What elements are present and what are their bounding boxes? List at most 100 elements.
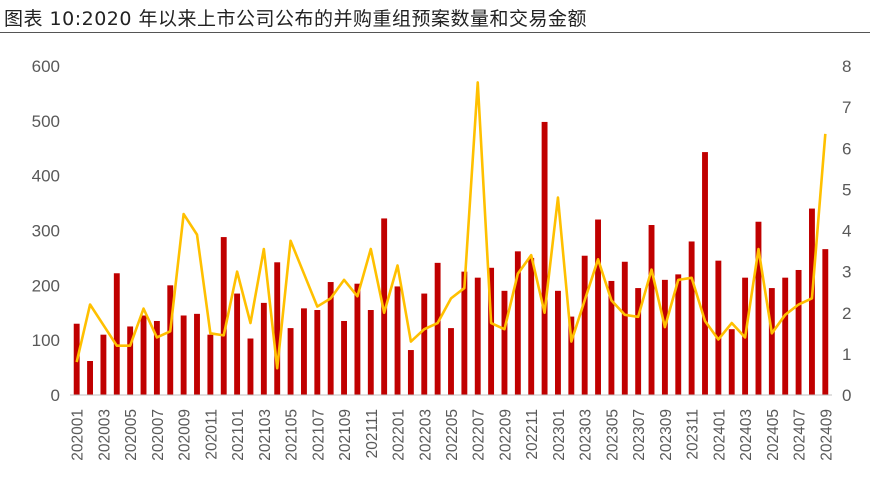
bar-202306 bbox=[621, 261, 628, 395]
bar-202407 bbox=[795, 269, 802, 395]
title-bar: 图表 10:2020 年以来上市公司公布的并购重组预案数量和交易金额 bbox=[0, 0, 870, 33]
bar-202212 bbox=[541, 121, 548, 396]
bar-202208 bbox=[488, 267, 495, 395]
bar-202011 bbox=[207, 334, 214, 395]
bar-202205 bbox=[448, 328, 454, 395]
y-left-tick-label: 300 bbox=[32, 222, 60, 241]
bar-202310 bbox=[675, 274, 682, 395]
y-right-tick-label: 6 bbox=[842, 139, 851, 158]
x-tick-label: 202009 bbox=[177, 409, 194, 461]
x-tick-label: 202211 bbox=[524, 409, 541, 460]
bar-202104 bbox=[274, 262, 281, 395]
x-tick-label: 202201 bbox=[391, 409, 408, 461]
x-tick-label: 202311 bbox=[685, 409, 702, 460]
y-right-tick-label: 4 bbox=[842, 222, 851, 241]
y-right-tick-label: 2 bbox=[842, 304, 851, 323]
bar-202007 bbox=[153, 320, 160, 395]
bar-202210 bbox=[514, 251, 521, 395]
bar-202202 bbox=[407, 350, 414, 395]
bar-202108 bbox=[327, 282, 334, 395]
bar-202201 bbox=[394, 286, 401, 395]
x-tick-label: 202205 bbox=[444, 409, 461, 461]
x-tick-label: 202001 bbox=[70, 409, 87, 461]
x-tick-label: 202409 bbox=[818, 409, 835, 461]
x-tick-label: 202107 bbox=[310, 409, 327, 461]
y-left-tick-label: 0 bbox=[51, 386, 60, 405]
y-left-tick-label: 500 bbox=[32, 112, 60, 131]
bar-202307 bbox=[635, 288, 642, 395]
bar-202109 bbox=[341, 320, 347, 395]
x-tick-label: 202105 bbox=[284, 409, 301, 461]
x-tick-label: 202303 bbox=[578, 409, 595, 461]
bar-202401 bbox=[715, 260, 722, 395]
bar-202404 bbox=[755, 221, 762, 395]
x-tick-label: 202407 bbox=[792, 409, 809, 461]
x-tick-label: 202207 bbox=[471, 409, 488, 461]
line-series bbox=[75, 81, 827, 370]
x-tick-label: 202103 bbox=[257, 409, 274, 461]
x-tick-label: 202305 bbox=[604, 409, 621, 461]
bar-202009 bbox=[180, 315, 187, 395]
x-tick-label: 202005 bbox=[123, 409, 140, 461]
bar-202105 bbox=[287, 328, 294, 395]
bar-202312 bbox=[702, 152, 708, 395]
x-tick-label: 202403 bbox=[738, 409, 755, 461]
bar-202004 bbox=[113, 273, 120, 395]
bar-202204 bbox=[434, 262, 441, 395]
amount-line bbox=[75, 81, 827, 370]
bar-202406 bbox=[782, 277, 789, 395]
bar-202207 bbox=[474, 277, 481, 395]
bar-202002 bbox=[87, 361, 93, 395]
bar-202103 bbox=[260, 302, 267, 395]
bar-202203 bbox=[421, 293, 428, 395]
bar-202106 bbox=[301, 308, 307, 395]
bar-202005 bbox=[127, 326, 134, 395]
bar-202209 bbox=[501, 290, 508, 395]
x-tick-label: 202405 bbox=[765, 409, 782, 461]
bar-202409 bbox=[822, 249, 829, 395]
x-tick-label: 202307 bbox=[631, 409, 648, 461]
bar-202405 bbox=[768, 288, 775, 395]
y-right-tick-label: 3 bbox=[842, 263, 851, 282]
bar-202309 bbox=[661, 279, 668, 395]
bar-202402 bbox=[728, 329, 735, 395]
bar-202010 bbox=[194, 313, 200, 395]
y-right-tick-label: 7 bbox=[842, 98, 851, 117]
y-axis-right: 0 1 2 3 4 5 6 7 8 bbox=[842, 57, 851, 405]
bar-202305 bbox=[608, 280, 615, 395]
bar-202102 bbox=[247, 338, 254, 395]
y-right-tick-label: 0 bbox=[842, 386, 851, 405]
bar-202008 bbox=[167, 285, 174, 395]
bar-202206 bbox=[461, 271, 468, 396]
y-right-tick-label: 1 bbox=[842, 345, 851, 364]
bar-202107 bbox=[314, 310, 321, 395]
y-left-tick-label: 100 bbox=[32, 331, 60, 350]
y-left-tick-label: 200 bbox=[32, 276, 60, 295]
x-tick-label: 202109 bbox=[337, 409, 354, 461]
bar-202003 bbox=[100, 334, 107, 395]
chart-title: 图表 10:2020 年以来上市公司公布的并购重组预案数量和交易金额 bbox=[4, 8, 588, 30]
y-left-tick-label: 400 bbox=[32, 167, 60, 186]
bar-series bbox=[73, 121, 829, 396]
bar-202408 bbox=[809, 208, 815, 395]
bar-202308 bbox=[648, 225, 655, 395]
x-tick-label: 202401 bbox=[711, 409, 728, 461]
bar-202006 bbox=[140, 315, 147, 395]
y-left-tick-label: 600 bbox=[32, 57, 60, 76]
bar-202101 bbox=[234, 293, 241, 395]
bar-202111 bbox=[367, 310, 374, 395]
bar-202211 bbox=[528, 257, 535, 395]
bar-202012 bbox=[220, 237, 227, 395]
x-axis: 202001 202003 202005 202007 202009 202011 2021… bbox=[70, 409, 836, 461]
bar-202110 bbox=[354, 283, 361, 395]
x-tick-label: 202003 bbox=[96, 409, 113, 461]
x-tick-label: 202101 bbox=[230, 409, 247, 461]
x-tick-label: 202111 bbox=[364, 409, 381, 458]
bar-202311 bbox=[688, 241, 695, 395]
x-tick-label: 202007 bbox=[150, 409, 167, 461]
x-tick-label: 202209 bbox=[497, 409, 514, 461]
x-tick-label: 202301 bbox=[551, 409, 568, 461]
bar-202301 bbox=[555, 290, 561, 395]
bar-202304 bbox=[595, 219, 601, 395]
